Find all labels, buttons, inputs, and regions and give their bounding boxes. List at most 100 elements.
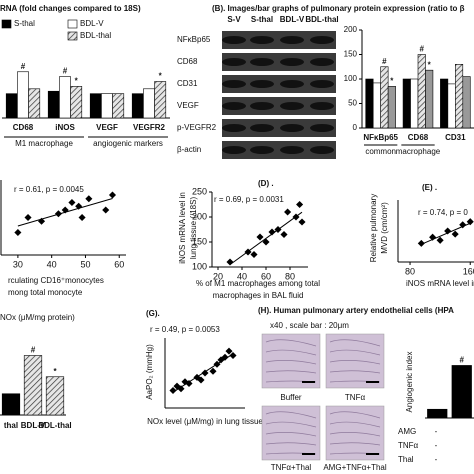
blot-band bbox=[250, 58, 274, 66]
annotation: * bbox=[390, 76, 394, 85]
bar bbox=[131, 93, 144, 119]
lane-label: BDL-thal bbox=[305, 15, 338, 24]
blot-band bbox=[222, 146, 246, 154]
micrograph-title: (H). Human pulmonary artery endothelial … bbox=[258, 306, 454, 315]
x-tick-label: 60 bbox=[261, 271, 271, 281]
cell-network bbox=[265, 432, 317, 437]
micrograph-label: TNFα+Thal bbox=[271, 463, 312, 472]
point bbox=[226, 258, 234, 266]
point bbox=[61, 206, 69, 214]
blot-band bbox=[310, 146, 334, 154]
bar bbox=[447, 83, 456, 129]
x-tick-label: 30 bbox=[13, 259, 23, 269]
point bbox=[108, 191, 117, 199]
point bbox=[284, 208, 292, 216]
bar bbox=[17, 71, 29, 119]
xlabel: NOx level (μM/mg) in lung tissue bbox=[147, 417, 263, 426]
annotation: # bbox=[382, 57, 387, 66]
annotation: * bbox=[53, 367, 57, 376]
cell-network bbox=[265, 360, 317, 365]
legend-label: S-thal bbox=[14, 19, 35, 28]
blot-band bbox=[280, 36, 304, 44]
bar bbox=[387, 86, 396, 129]
point bbox=[68, 198, 76, 207]
x-tick-label: CD31 bbox=[445, 133, 466, 142]
annotation: # bbox=[21, 62, 26, 71]
cell-network bbox=[265, 411, 317, 419]
ylabel: Relative pulmonary bbox=[369, 194, 378, 262]
cell-network bbox=[329, 339, 381, 347]
blot-band bbox=[280, 124, 304, 132]
point bbox=[250, 250, 258, 259]
group-label: common bbox=[365, 147, 396, 156]
x-tick-label: 80 bbox=[285, 271, 295, 281]
group-label: macrophage bbox=[396, 147, 441, 156]
xlabel: rculating CD16⁺monocytes bbox=[8, 276, 104, 285]
bar bbox=[70, 86, 83, 119]
blot-band bbox=[310, 102, 334, 110]
ylabel: lung tissue (/18S) bbox=[189, 197, 198, 260]
bar bbox=[89, 93, 102, 119]
x-tick-label: 160 bbox=[463, 266, 474, 276]
micrograph-label: AMG+TNFα+Thal bbox=[323, 463, 387, 472]
title: RNA (fold changes compared to 18S) bbox=[0, 4, 141, 13]
bar bbox=[101, 93, 113, 119]
lane-label: S-thal bbox=[251, 15, 273, 24]
cell-network bbox=[265, 370, 317, 374]
blot-row-label: VEGF bbox=[177, 101, 199, 110]
point bbox=[14, 228, 22, 237]
ylabel: NOx (μM/mg protein) bbox=[0, 313, 75, 322]
blot-band bbox=[222, 124, 246, 132]
blot-row-label: CD31 bbox=[177, 79, 198, 88]
cell-network bbox=[329, 442, 381, 446]
x-tick-label: 40 bbox=[47, 259, 57, 269]
label: (G). bbox=[146, 309, 160, 318]
ylabel: iNOS mRNA level in bbox=[178, 192, 187, 264]
blot-band bbox=[280, 80, 304, 88]
blot-strip bbox=[222, 97, 336, 115]
x-tick-label: CD68 bbox=[13, 123, 34, 132]
bar bbox=[451, 365, 472, 419]
blot-band bbox=[250, 80, 274, 88]
point bbox=[436, 236, 444, 244]
bar bbox=[427, 408, 448, 419]
bar bbox=[402, 78, 411, 129]
point bbox=[85, 195, 93, 203]
blot-band bbox=[250, 102, 274, 110]
point bbox=[292, 213, 300, 221]
stat: r = 0.49, p = 0.0053 bbox=[150, 325, 220, 334]
blot-band bbox=[310, 58, 334, 66]
point bbox=[209, 367, 217, 375]
label: (D) . bbox=[258, 179, 274, 188]
bar bbox=[154, 81, 167, 119]
x-tick-label: NFκBp65 bbox=[363, 133, 398, 142]
treatment-label: Thal bbox=[398, 455, 414, 464]
treatment-cell: - bbox=[435, 455, 438, 464]
x-tick-label: BDL-thal bbox=[38, 421, 71, 430]
annotation: # bbox=[63, 67, 68, 76]
bar bbox=[143, 88, 155, 119]
blot-band bbox=[280, 146, 304, 154]
point bbox=[451, 230, 459, 238]
point bbox=[274, 225, 282, 234]
lane-label: BDL-V bbox=[280, 15, 305, 24]
blot-band bbox=[310, 36, 334, 44]
bar bbox=[372, 82, 381, 129]
x-tick-label: BDL-V bbox=[21, 421, 46, 430]
bar bbox=[410, 78, 419, 129]
legend-swatch bbox=[67, 19, 78, 29]
point bbox=[244, 248, 252, 256]
blot-strip bbox=[222, 31, 336, 49]
legend-swatch bbox=[1, 19, 12, 29]
treatment-label: TNFα bbox=[398, 441, 419, 450]
x-tick-label: 20 bbox=[213, 271, 223, 281]
y-tick-label: 100 bbox=[344, 74, 358, 83]
annotation: # bbox=[460, 356, 465, 365]
blot-band bbox=[280, 58, 304, 66]
bar bbox=[45, 376, 65, 416]
lane-label: S-V bbox=[227, 15, 241, 24]
xlabel: mong total monocyte bbox=[8, 288, 83, 297]
blot-strip bbox=[222, 53, 336, 71]
point bbox=[197, 376, 205, 384]
